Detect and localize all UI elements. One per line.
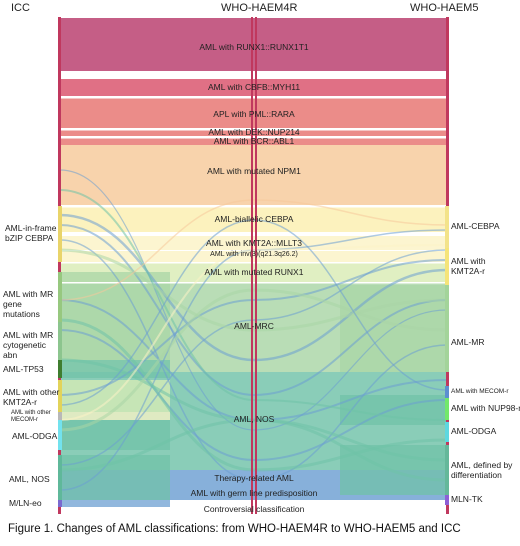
- mid-label-runx1-runx1t1: AML with RUNX1::RUNX1T1: [199, 42, 309, 52]
- right-node-7: [445, 495, 449, 505]
- flow-curve-15: [59, 244, 448, 421]
- band-cbfb: [60, 79, 447, 96]
- left-node-4: [58, 380, 62, 412]
- left-label-mln-eo: M/LN-eo: [9, 498, 42, 508]
- left-node-0: [58, 206, 62, 262]
- separator-3: [60, 137, 447, 139]
- header-icc: ICC: [11, 2, 30, 14]
- mid-label-npm1: AML with mutated NPM1: [207, 166, 301, 176]
- mid-label-pml-rara: APL with PML::RARA: [213, 109, 295, 119]
- mid-label-dek-nup214: AML with DEK::NUP214: [208, 127, 300, 137]
- flow-curve-2: [59, 239, 448, 481]
- left-node-2: [58, 322, 62, 360]
- mid-label-aml-nos: AML, NOS: [233, 414, 275, 424]
- left-fill-4: [60, 412, 170, 420]
- header-who-haem4r: WHO-HAEM4R: [221, 2, 298, 14]
- mid-label-controversial: Controversial classification: [203, 504, 305, 514]
- mid-label-bcr-abl1: AML with BCR::ABL1: [213, 136, 295, 146]
- mid-label-germline: AML with germ line predisposition: [190, 488, 318, 498]
- right-label-mecom: AML with MECOM-r: [451, 388, 509, 395]
- band-bcr: [60, 138, 447, 145]
- flow-curve-5: [59, 259, 448, 396]
- left-node-8: [58, 500, 62, 507]
- flow-curve-1: [59, 224, 448, 397]
- flow-curve-14: [59, 418, 448, 472]
- right-label-cebpa: AML-CEBPA: [451, 221, 500, 231]
- left-label-mr-cyto: AML with MR cytogenetic abn: [3, 330, 54, 360]
- mid-label-inv3: AML with inv(3)(q21.3q26.2): [210, 251, 298, 258]
- header-who-haem5: WHO-HAEM5: [410, 2, 479, 14]
- band-pml: [60, 98, 447, 128]
- figure-caption: Figure 1. Changes of AML classifications…: [8, 523, 461, 535]
- left-node-bar: [58, 17, 61, 514]
- flow-curve-17: [59, 199, 448, 301]
- separator-6: [60, 262, 447, 264]
- band-npm1: [60, 145, 447, 205]
- flow-curves: [59, 169, 448, 491]
- left-fill-5: [60, 420, 170, 450]
- right-label-differentiation: AML, defined by differentiation: [451, 460, 513, 480]
- right-label-mln-tk: MLN-TK: [451, 494, 483, 504]
- separator-2: [60, 129, 447, 131]
- right-node-3: [445, 386, 449, 398]
- left-label-nos: AML, NOS: [9, 474, 50, 484]
- mid-label-therapy-related: Therapy-related AML: [214, 473, 294, 483]
- flow-curve-7: [59, 229, 448, 491]
- band-runx1: [60, 18, 447, 71]
- left-node-3: [58, 360, 62, 378]
- right-label-nup98: AML with NUP98-r: [451, 403, 520, 413]
- flow-bands: [60, 18, 447, 513]
- right-node-5: [445, 422, 449, 442]
- left-node-6: [58, 420, 62, 450]
- right-node-2: [445, 285, 449, 372]
- left-node-1: [58, 272, 62, 322]
- middle-node-bar-b: [255, 17, 257, 514]
- flow-curve-6: [59, 249, 448, 466]
- left-label-odga: AML-ODGA: [12, 431, 58, 441]
- band-controversial: [60, 502, 447, 513]
- separator-1: [60, 97, 447, 99]
- mid-label-kmt2a-mllt3: AML with KMT2A::MLLT3: [206, 238, 302, 248]
- flow-curve-0: [59, 213, 448, 362]
- middle-node-bar-a: [251, 17, 253, 514]
- right-node-1: [445, 248, 449, 285]
- right-label-mr: AML-MR: [451, 337, 485, 347]
- left-label-tp53: AML-TP53: [3, 364, 44, 374]
- node-bars: [58, 17, 449, 514]
- band-inv3: [60, 251, 447, 262]
- separator-0: [60, 76, 447, 78]
- mid-label-biallelic-cebpa: AML-biallelic CEBPA: [214, 214, 294, 224]
- left-label-other-kmt2a: AML with other KMT2A-r: [3, 387, 60, 407]
- separator-7: [60, 282, 447, 284]
- right-node-6: [445, 445, 449, 495]
- left-node-7: [58, 455, 62, 500]
- left-fill-7: [60, 500, 170, 507]
- left-label-mr-gene: AML with MR gene mutations: [3, 289, 54, 319]
- right-node-4: [445, 398, 449, 420]
- mid-label-cbfb-myh11: AML with CBFB::MYH11: [207, 82, 301, 92]
- flow-curve-9: [59, 189, 448, 421]
- band-dek: [60, 130, 447, 136]
- flow-curve-10: [59, 248, 448, 332]
- left-label-other-mecom: AML with other MECOM-r: [11, 410, 51, 423]
- separator-4: [60, 206, 447, 208]
- right-label-kmt2a: AML with KMT2A-r: [451, 256, 486, 276]
- flow-curve-16: [59, 219, 448, 406]
- right-node-0: [445, 206, 449, 248]
- right-label-odga: AML-ODGA: [451, 426, 497, 436]
- separator-5: [60, 234, 447, 236]
- left-node-5: [58, 412, 62, 420]
- mid-label-runx1-mutated: AML with mutated RUNX1: [204, 267, 304, 277]
- left-label-bzip-cebpa: AML-in-frame bZIP CEBPA: [5, 223, 57, 243]
- mid-label-aml-mrc: AML-MRC: [234, 321, 274, 331]
- flow-curve-13: [59, 288, 448, 432]
